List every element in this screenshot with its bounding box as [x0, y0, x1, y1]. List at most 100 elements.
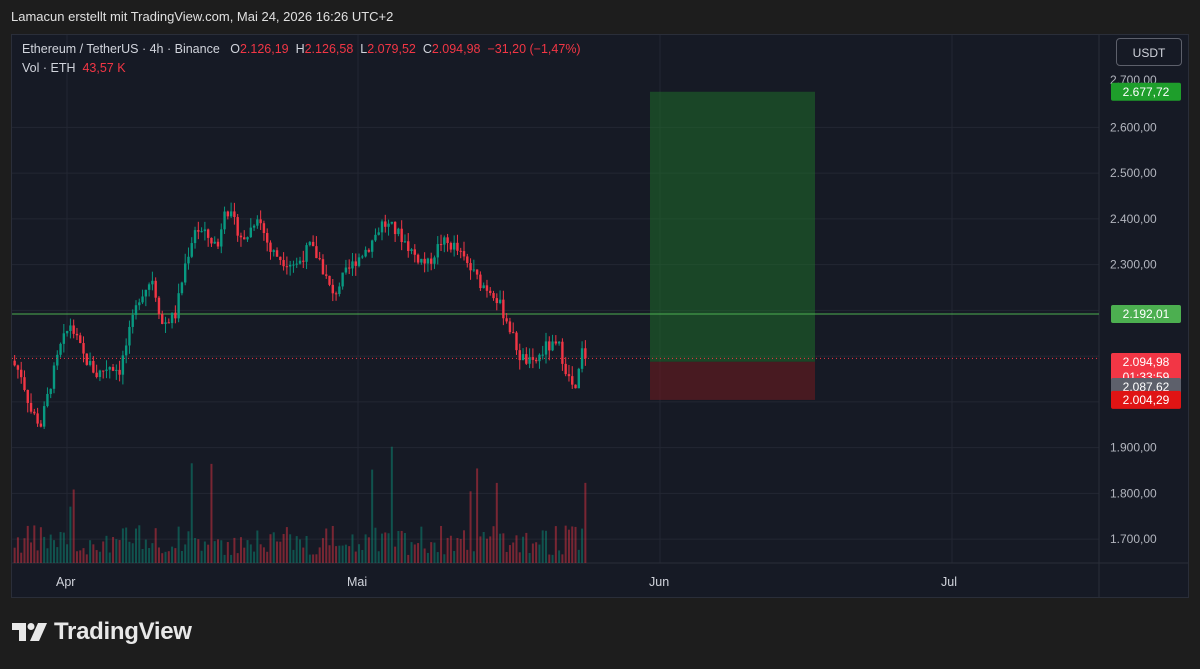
candle-body	[170, 312, 174, 324]
candle-body	[341, 272, 344, 287]
high-value: 2.126,58	[304, 42, 354, 56]
candle-body	[79, 335, 82, 344]
volume-bar	[561, 554, 564, 563]
candle-body	[62, 333, 66, 344]
volume-label[interactable]: Vol · ETH	[22, 61, 76, 75]
volume-bar	[502, 533, 505, 563]
volume-bar	[207, 544, 210, 563]
currency-button[interactable]: USDT	[1116, 38, 1182, 66]
volume-bar	[43, 536, 46, 563]
volume-bar	[161, 553, 164, 563]
candle-body	[482, 285, 485, 289]
candle-body	[433, 257, 436, 264]
candle-body	[416, 254, 420, 263]
candle-body	[495, 298, 498, 304]
caption-text: Lamacun erstellt mit TradingView.com, Ma…	[11, 9, 394, 24]
volume-bar	[266, 551, 269, 563]
candle-body	[52, 365, 56, 389]
candle-body	[338, 286, 341, 294]
volume-bar	[138, 525, 141, 563]
candle-body	[462, 251, 466, 257]
candle-body	[229, 211, 233, 217]
volume-bar	[538, 544, 541, 563]
candles	[13, 202, 587, 430]
tradingview-logo-icon	[12, 623, 47, 641]
candle-body	[108, 367, 111, 370]
candlestick-chart[interactable]: 1.700,00 1.800,00 1.900,00 2.300,00 2.400,00…	[12, 35, 1188, 597]
entry-price-tag-text: 2.087,62	[1123, 380, 1170, 394]
symbol-label[interactable]: Ethereum / TetherUS · 4h · Binance	[22, 42, 220, 56]
volume-bar	[558, 550, 561, 563]
y-tick-label: 2.600,00	[1110, 120, 1157, 134]
candle-body	[508, 321, 512, 333]
candle-body	[203, 229, 207, 232]
candle-body	[161, 314, 164, 324]
candle-body	[226, 211, 230, 217]
candle-body	[206, 229, 210, 238]
candle-body	[216, 241, 220, 247]
candle-body	[147, 284, 151, 290]
volume-bar	[23, 538, 26, 563]
candle-body	[298, 260, 302, 264]
volume-bar	[469, 491, 472, 563]
volume-bar	[53, 540, 55, 563]
volume-bar	[495, 482, 498, 563]
candle-body	[325, 274, 328, 276]
candle-body	[177, 293, 180, 319]
candle-body	[174, 312, 177, 319]
volume-bar	[157, 547, 160, 563]
volume-bar	[505, 551, 508, 563]
candle-body	[82, 343, 85, 354]
candle-body	[344, 267, 348, 273]
candle-body	[236, 217, 239, 236]
volume-bar	[98, 551, 101, 563]
y-tick-label: 1.900,00	[1110, 441, 1157, 455]
volume-bar	[456, 538, 459, 563]
position-stop-zone	[650, 361, 815, 400]
candle-body	[489, 290, 492, 294]
open-label: O	[230, 42, 240, 56]
candle-body	[266, 233, 269, 243]
candle-body	[479, 274, 482, 289]
candle-body	[449, 242, 453, 250]
candle-body	[315, 246, 318, 259]
volume-bar	[184, 544, 187, 563]
candle-body	[65, 331, 69, 334]
candle-body	[498, 299, 502, 304]
candle-body	[184, 263, 187, 283]
candle-body	[551, 341, 554, 351]
tradingview-logo[interactable]: TradingView	[12, 618, 192, 646]
volume-bar	[39, 527, 42, 563]
candle-body	[134, 305, 138, 315]
volume-bar	[377, 551, 380, 563]
stop-price-tag-text: 2.004,29	[1123, 393, 1170, 407]
candle-body	[302, 260, 305, 262]
candle-body	[472, 269, 476, 271]
brand-name: TradingView	[54, 618, 192, 645]
volume-bar	[403, 533, 406, 563]
candle-body	[151, 280, 154, 285]
volume-bar	[89, 540, 92, 563]
volume-bar	[341, 545, 344, 563]
y-tick-label: 2.400,00	[1110, 212, 1157, 226]
candle-body	[387, 223, 390, 227]
low-value: 2.079,52	[367, 42, 416, 56]
chart-panel[interactable]: 1.700,00 1.800,00 1.900,00 2.300,00 2.400,00…	[11, 34, 1189, 598]
volume-bar	[489, 536, 492, 563]
candle-body	[16, 365, 20, 370]
candle-body	[59, 343, 62, 355]
candle-body	[124, 345, 128, 356]
candle-body	[502, 299, 505, 319]
volume-bar	[387, 533, 390, 563]
volume-bar	[151, 543, 154, 563]
candle-body	[23, 377, 26, 391]
volume-bar	[390, 446, 393, 563]
volume-bar	[128, 541, 131, 563]
candle-body	[20, 369, 23, 378]
candle-body	[331, 284, 334, 294]
candle-body	[407, 241, 410, 251]
volume-bar	[492, 526, 495, 563]
candle-body	[361, 256, 364, 258]
volume-bar	[525, 532, 528, 563]
volume-bar	[348, 546, 351, 563]
